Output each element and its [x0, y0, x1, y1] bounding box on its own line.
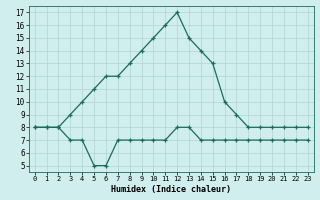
X-axis label: Humidex (Indice chaleur): Humidex (Indice chaleur) — [111, 185, 231, 194]
